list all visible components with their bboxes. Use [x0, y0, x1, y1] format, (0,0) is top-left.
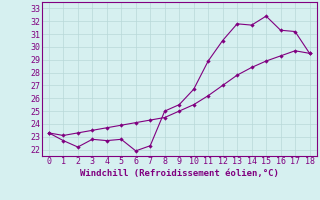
X-axis label: Windchill (Refroidissement éolien,°C): Windchill (Refroidissement éolien,°C): [80, 169, 279, 178]
